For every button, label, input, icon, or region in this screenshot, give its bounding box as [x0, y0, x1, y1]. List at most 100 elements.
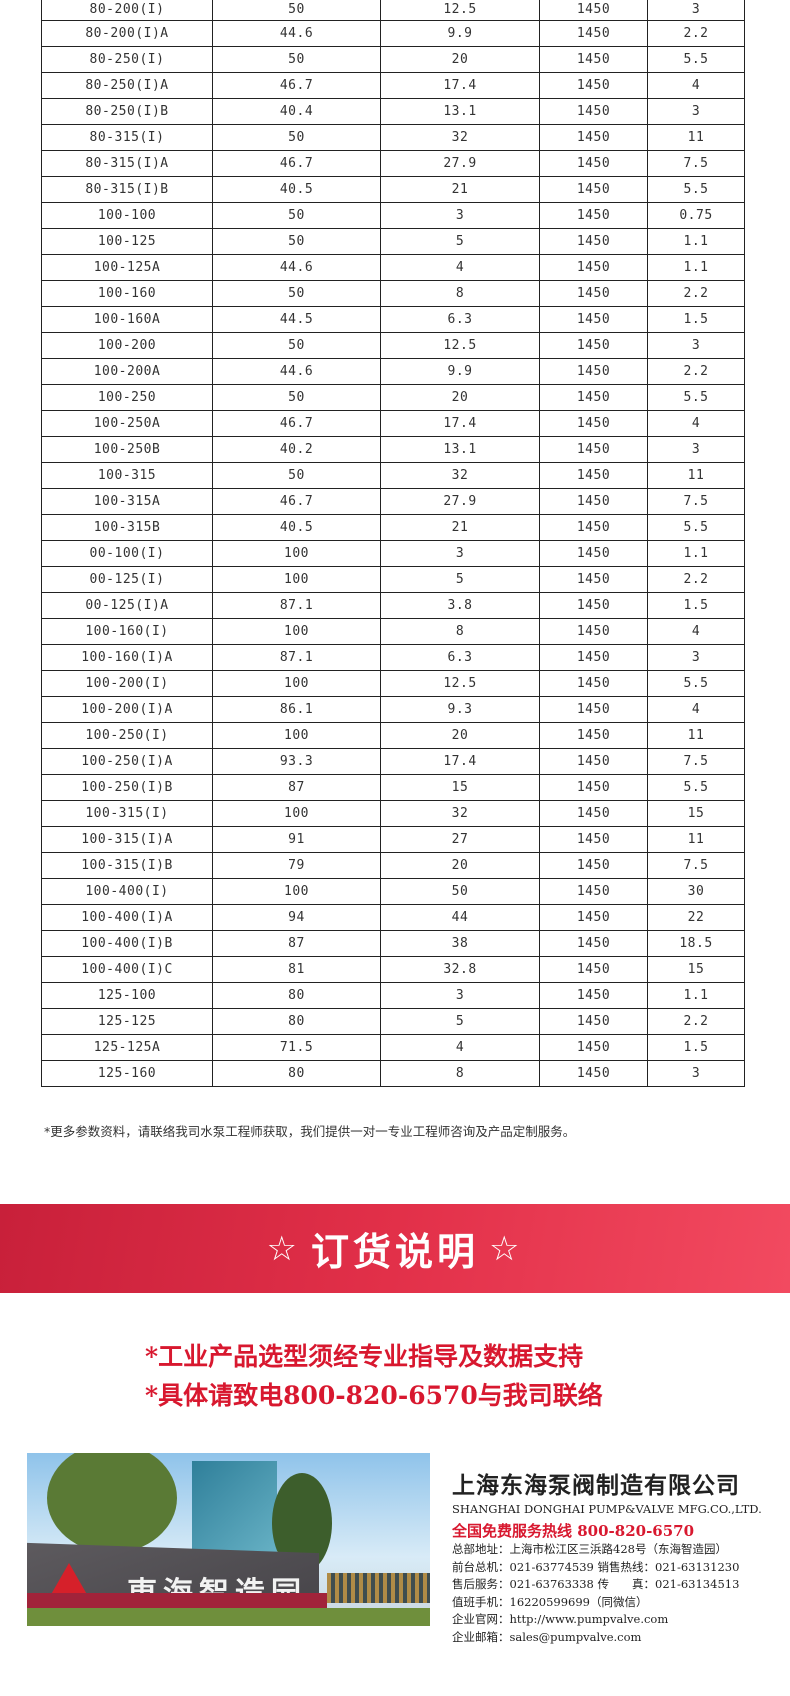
table-cell: 3	[647, 332, 745, 359]
table-cell: 1450	[539, 774, 648, 801]
table-cell: 17.4	[380, 748, 540, 775]
table-cell: 12.5	[380, 670, 540, 697]
table-row: 100-315(I) 100 32 1450 15	[41, 800, 745, 827]
table-cell: 11	[647, 462, 745, 489]
table-cell: 27.9	[380, 150, 540, 177]
table-cell: 79	[212, 852, 381, 879]
table-cell: 1450	[539, 176, 648, 203]
table-cell: 6.3	[380, 306, 540, 333]
table-cell: 1450	[539, 540, 648, 567]
service-line: 售后服务：021-63763338 传 真：021-63134513	[452, 1577, 740, 1591]
table-cell: 1450	[539, 1008, 648, 1035]
table-cell: 20	[380, 46, 540, 73]
table-cell: 13.1	[380, 98, 540, 125]
table-cell: 4	[380, 1034, 540, 1061]
table-cell: 1450	[539, 150, 648, 177]
table-cell: 1450	[539, 488, 648, 515]
table-cell: 80-315(I)B	[41, 176, 213, 203]
table-cell: 38	[380, 930, 540, 957]
table-cell: 1450	[539, 202, 648, 229]
table-row: 80-250(I)A 46.7 17.4 1450 4	[41, 72, 745, 99]
table-cell: 50	[212, 280, 381, 307]
table-cell: 1450	[539, 904, 648, 931]
table-cell: 1450	[539, 462, 648, 489]
table-row: 100-160A 44.5 6.3 1450 1.5	[41, 306, 745, 333]
table-cell: 22	[647, 904, 745, 931]
table-cell: 00-125(I)A	[41, 592, 213, 619]
table-cell: 1450	[539, 436, 648, 463]
table-cell: 3	[647, 0, 745, 21]
table-cell: 1450	[539, 358, 648, 385]
company-name-en: SHANGHAI DONGHAI PUMP&VALVE MFG.CO.,LTD.	[452, 1502, 762, 1516]
table-row: 125-125A 71.5 4 1450 1.5	[41, 1034, 745, 1061]
table-cell: 87.1	[212, 592, 381, 619]
table-row: 100-250 50 20 1450 5.5	[41, 384, 745, 411]
table-cell: 1450	[539, 124, 648, 151]
table-cell: 1450	[539, 644, 648, 671]
table-row: 100-250A 46.7 17.4 1450 4	[41, 410, 745, 437]
table-row: 125-100 80 3 1450 1.1	[41, 982, 745, 1009]
table-cell: 18.5	[647, 930, 745, 957]
table-cell: 1.1	[647, 228, 745, 255]
table-cell: 100-400(I)	[41, 878, 213, 905]
table-cell: 46.7	[212, 72, 381, 99]
table-row: 80-315(I)B 40.5 21 1450 5.5	[41, 176, 745, 203]
table-cell: 3	[380, 202, 540, 229]
table-cell: 86.1	[212, 696, 381, 723]
table-cell: 1.1	[647, 254, 745, 281]
table-cell: 100-250(I)A	[41, 748, 213, 775]
table-cell: 4	[647, 618, 745, 645]
table-row: 100-400(I) 100 50 1450 30	[41, 878, 745, 905]
table-cell: 1450	[539, 618, 648, 645]
mobile-line: 值班手机：16220599699（同微信）	[452, 1594, 648, 1609]
table-cell: 40.5	[212, 514, 381, 541]
table-cell: 50	[212, 46, 381, 73]
table-cell: 40.2	[212, 436, 381, 463]
table-cell: 40.4	[212, 98, 381, 125]
table-cell: 5.5	[647, 176, 745, 203]
table-row: 100-315A 46.7 27.9 1450 7.5	[41, 488, 745, 515]
table-row: 100-160(I)A 87.1 6.3 1450 3	[41, 644, 745, 671]
table-cell: 5.5	[647, 670, 745, 697]
table-cell: 81	[212, 956, 381, 983]
table-cell: 5	[380, 1008, 540, 1035]
table-cell: 27	[380, 826, 540, 853]
website-link[interactable]: 企业官网：http://www.pumpvalve.com	[452, 1612, 669, 1626]
table-cell: 1450	[539, 306, 648, 333]
table-cell: 1.1	[647, 540, 745, 567]
table-cell: 50	[212, 332, 381, 359]
table-cell: 1450	[539, 46, 648, 73]
table-row: 100-200(I)A 86.1 9.3 1450 4	[41, 696, 745, 723]
banner-title: 订货说明	[310, 1230, 479, 1274]
table-cell: 100-250(I)	[41, 722, 213, 749]
table-cell: 50	[212, 202, 381, 229]
email-link[interactable]: 企业邮箱：sales@pumpvalve.com	[452, 1629, 642, 1644]
table-cell: 80-315(I)	[41, 124, 213, 151]
table-cell: 50	[212, 124, 381, 151]
table-cell: 100	[212, 670, 381, 697]
table-cell: 100-315(I)	[41, 800, 213, 827]
table-cell: 125-125A	[41, 1034, 213, 1061]
table-cell: 100-160(I)A	[41, 644, 213, 671]
table-row: 100-400(I)A 94 44 1450 22	[41, 904, 745, 931]
order-line-1: *工业产品选型须经专业指导及数据支持	[145, 1342, 584, 1371]
table-cell: 50	[212, 384, 381, 411]
table-cell: 100-315B	[41, 514, 213, 541]
table-cell: 1450	[539, 20, 648, 47]
table-cell: 7.5	[647, 852, 745, 879]
table-row: 100-250(I)A 93.3 17.4 1450 7.5	[41, 748, 745, 775]
table-cell: 50	[212, 462, 381, 489]
table-row: 125-125 80 5 1450 2.2	[41, 1008, 745, 1035]
table-cell: 32.8	[380, 956, 540, 983]
table-cell: 80-200(I)	[41, 0, 213, 21]
table-cell: 3	[647, 644, 745, 671]
table-cell: 100-125A	[41, 254, 213, 281]
table-cell: 5.5	[647, 46, 745, 73]
table-cell: 94	[212, 904, 381, 931]
phone-line: 前台总机：021-63774539 销售热线：021-63131230	[452, 1559, 740, 1574]
table-cell: 80-250(I)B	[41, 98, 213, 125]
table-row: 100-100 50 3 1450 0.75	[41, 202, 745, 229]
table-cell: 100-400(I)C	[41, 956, 213, 983]
table-cell: 9.3	[380, 696, 540, 723]
table-cell: 00-125(I)	[41, 566, 213, 593]
